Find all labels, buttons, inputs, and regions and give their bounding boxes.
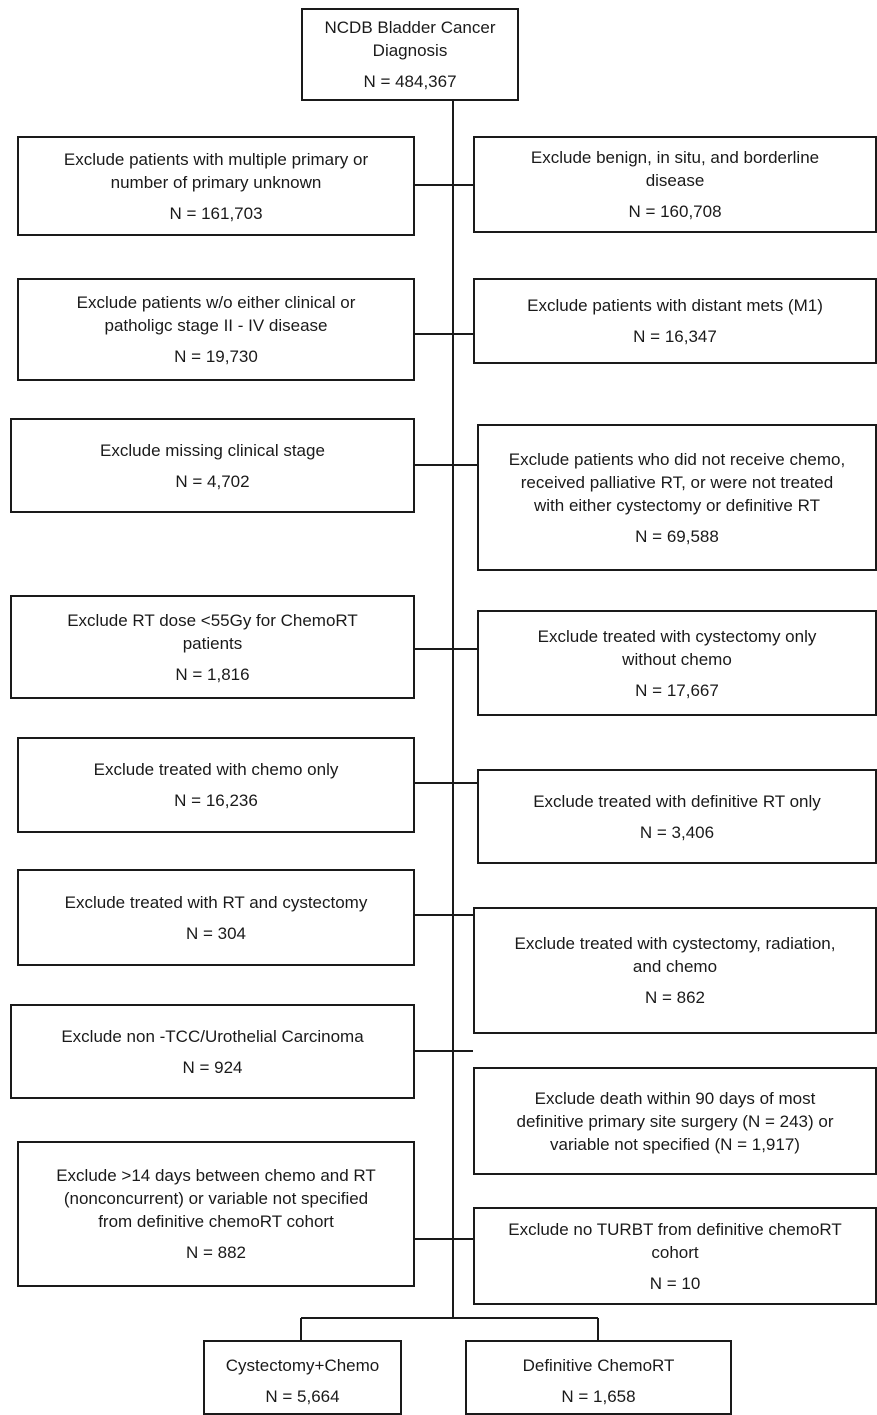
right-box-8-count: N = 10 [649, 1273, 701, 1293]
left-box-3-text: Exclude missing clinical stage [100, 440, 325, 460]
left-box-6: Exclude treated with RT and cystectomy N… [17, 869, 415, 966]
right-box-8: Exclude no TURBT from definitive chemoRT… [473, 1207, 877, 1305]
left-box-1: Exclude patients with multiple primary o… [17, 136, 415, 236]
left-box-6-text: Exclude treated with RT and cystectomy [64, 892, 368, 912]
right-box-5-text: Exclude treated with definitive RT only [533, 791, 821, 811]
right-box-6-text: Exclude treated with cystectomy, radiati… [514, 934, 836, 976]
right-box-7-text: Exclude death within 90 days of most def… [516, 1088, 834, 1154]
left-box-8: Exclude >14 days between chemo and RT (n… [17, 1141, 415, 1287]
right-box-2-count: N = 16,347 [633, 327, 717, 346]
left-box-1-text: Exclude patients with multiple primary o… [63, 149, 369, 192]
left-box-4-count: N = 1,816 [175, 664, 250, 684]
left-box-6-count: N = 304 [185, 923, 246, 943]
left-box-7-count: N = 924 [182, 1057, 243, 1077]
right-box-7: Exclude death within 90 days of most def… [473, 1067, 877, 1175]
left-box-2-count: N = 19,730 [174, 347, 258, 366]
root-count: N = 484,367 [363, 72, 457, 91]
root-box: NCDB Bladder Cancer Diagnosis N = 484,36… [301, 8, 519, 101]
root-text: NCDB Bladder Cancer Diagnosis [324, 18, 496, 60]
left-box-5: Exclude treated with chemo only N = 16,2… [17, 737, 415, 833]
left-box-3-count: N = 4,702 [175, 471, 250, 491]
left-box-7: Exclude non -TCC/Urothelial Carcinoma N … [10, 1004, 415, 1099]
left-box-3: Exclude missing clinical stage N = 4,702 [10, 418, 415, 513]
left-box-2-text: Exclude patients w/o either clinical or … [76, 293, 356, 335]
right-box-6-count: N = 862 [644, 988, 705, 1007]
right-box-1-text: Exclude benign, in situ, and borderline … [530, 148, 820, 190]
right-box-6: Exclude treated with cystectomy, radiati… [473, 907, 877, 1034]
right-box-4-count: N = 17,667 [635, 680, 719, 700]
right-box-3-count: N = 69,588 [635, 526, 719, 546]
outcome-2-count: N = 1,658 [561, 1387, 636, 1406]
left-box-5-count: N = 16,236 [174, 791, 258, 810]
right-box-2-text: Exclude patients with distant mets (M1) [527, 296, 823, 315]
left-box-1-count: N = 161,703 [169, 203, 263, 223]
left-box-5-text: Exclude treated with chemo only [93, 760, 339, 779]
outcome-2-text: Definitive ChemoRT [522, 1356, 675, 1375]
right-box-8-text: Exclude no TURBT from definitive chemoRT… [508, 1219, 842, 1262]
right-box-4-text: Exclude treated with cystectomy only wit… [537, 626, 817, 669]
right-box-1-count: N = 160,708 [628, 202, 722, 221]
outcome-box-cystectomy-chemo: Cystectomy+Chemo N = 5,664 [203, 1340, 402, 1415]
outcome-1-text: Cystectomy+Chemo [225, 1356, 380, 1375]
right-box-5-count: N = 3,406 [639, 822, 715, 842]
left-box-8-text: Exclude >14 days between chemo and RT (n… [56, 1166, 376, 1231]
right-box-2: Exclude patients with distant mets (M1) … [473, 278, 877, 364]
right-box-3-text: Exclude patients who did not receive che… [508, 449, 846, 515]
left-box-4: Exclude RT dose <55Gy for ChemoRT patien… [10, 595, 415, 699]
outcome-1-count: N = 5,664 [265, 1387, 340, 1406]
left-box-8-count: N = 882 [185, 1243, 246, 1262]
left-box-4-text: Exclude RT dose <55Gy for ChemoRT patien… [67, 610, 358, 653]
right-box-3: Exclude patients who did not receive che… [477, 424, 877, 571]
right-box-1: Exclude benign, in situ, and borderline … [473, 136, 877, 233]
right-box-4: Exclude treated with cystectomy only wit… [477, 610, 877, 716]
outcome-box-definitive-chemort: Definitive ChemoRT N = 1,658 [465, 1340, 732, 1415]
left-box-2: Exclude patients w/o either clinical or … [17, 278, 415, 381]
right-box-5: Exclude treated with definitive RT only … [477, 769, 877, 864]
left-box-7-text: Exclude non -TCC/Urothelial Carcinoma [61, 1026, 364, 1046]
